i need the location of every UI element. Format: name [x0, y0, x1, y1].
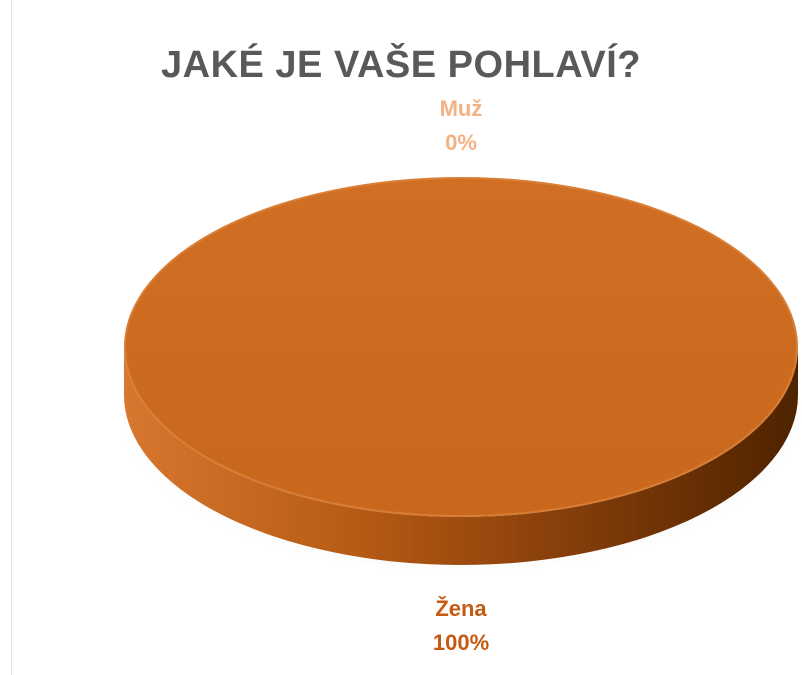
data-label-muz-value: 0% — [445, 130, 477, 155]
data-label-muz-category: Muž — [439, 96, 483, 121]
data-label-zena: Žena 100% — [381, 592, 541, 660]
chart-title: JAKÉ JE VAŠE POHLAVÍ? — [161, 44, 641, 86]
data-label-zena-value: 100% — [432, 630, 490, 655]
data-label-muz: Muž 0% — [381, 92, 541, 160]
pie-slice-edge-zena — [124, 177, 798, 517]
pie-slice-side-zena — [124, 347, 798, 565]
chart-area-border — [11, 0, 12, 675]
data-label-zena-category: Žena — [435, 596, 487, 621]
pie-slice-zena — [124, 177, 798, 517]
pie-slices — [118, 177, 802, 575]
